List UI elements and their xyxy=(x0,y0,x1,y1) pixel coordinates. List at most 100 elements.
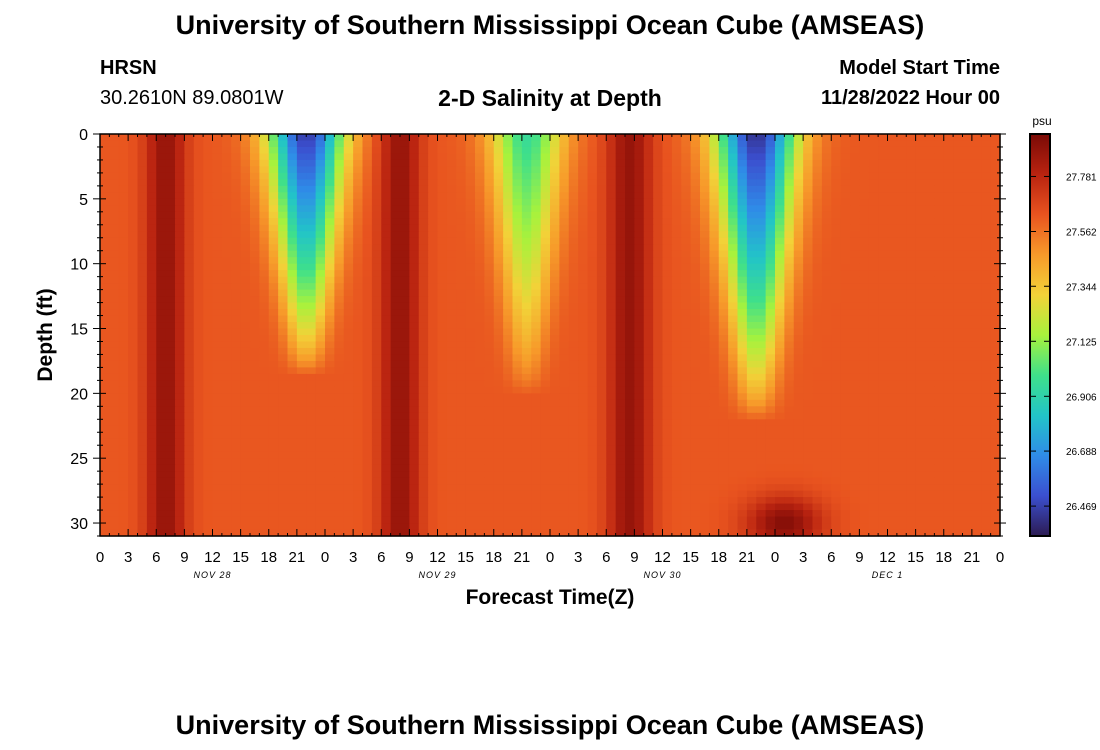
heatmap-cell xyxy=(831,335,842,343)
heatmap-cell xyxy=(306,406,317,414)
heatmap-cell xyxy=(456,399,467,407)
heatmap-cell xyxy=(156,347,167,356)
heatmap-cell xyxy=(962,166,973,174)
heatmap-cell xyxy=(165,399,176,407)
heatmap-cell xyxy=(812,341,823,349)
heatmap-cell xyxy=(587,172,598,180)
heatmap-cell xyxy=(765,425,776,433)
heatmap-cell xyxy=(812,328,823,336)
heatmap-cell xyxy=(128,205,139,213)
heatmap-cell xyxy=(943,244,954,252)
heatmap-cell xyxy=(165,140,176,148)
heatmap-cell xyxy=(287,438,298,446)
heatmap-cell xyxy=(325,380,335,388)
heatmap-cell xyxy=(128,386,139,394)
heatmap-cell xyxy=(878,425,889,433)
heatmap-cell xyxy=(109,347,120,356)
heatmap-cell xyxy=(625,224,635,232)
heatmap-cell xyxy=(521,412,532,420)
heatmap-cell xyxy=(943,250,954,258)
heatmap-cell xyxy=(184,263,195,271)
heatmap-cell xyxy=(896,386,907,394)
heatmap-cell xyxy=(287,153,298,161)
heatmap-cell xyxy=(100,315,110,323)
heatmap-cell xyxy=(503,328,514,336)
heatmap-cell xyxy=(596,198,607,206)
heatmap-cell xyxy=(343,244,354,252)
heatmap-cell xyxy=(587,146,598,155)
heatmap-cell xyxy=(268,464,279,472)
heatmap-cell xyxy=(146,322,157,330)
station-coordinates: 30.2610N 89.0801W xyxy=(100,87,284,109)
heatmap-cell xyxy=(381,322,392,330)
heatmap-cell xyxy=(887,432,898,440)
heatmap-cell xyxy=(306,179,317,187)
heatmap-cell xyxy=(859,205,870,213)
heatmap-cell xyxy=(578,425,589,433)
heatmap-cell xyxy=(465,153,476,161)
heatmap-cell xyxy=(906,166,917,174)
heatmap-cell xyxy=(690,406,701,414)
heatmap-cell xyxy=(981,159,992,168)
heatmap-cell xyxy=(512,458,523,466)
heatmap-cell xyxy=(343,393,354,401)
heatmap-cell xyxy=(831,250,842,258)
heatmap-cell xyxy=(700,464,710,472)
heatmap-cell xyxy=(296,172,307,180)
heatmap-cell xyxy=(287,166,298,174)
heatmap-cell xyxy=(353,347,364,356)
heatmap-cell xyxy=(203,140,214,148)
heatmap-cell xyxy=(465,438,476,446)
heatmap-cell xyxy=(606,211,617,219)
heatmap-cell xyxy=(306,146,317,155)
heatmap-cell xyxy=(381,166,392,174)
heatmap-cell xyxy=(456,153,467,161)
heatmap-cell xyxy=(803,309,814,317)
heatmap-cell xyxy=(700,289,710,297)
heatmap-cell xyxy=(953,354,964,362)
heatmap-cell xyxy=(446,205,457,213)
heatmap-cell xyxy=(484,341,495,349)
heatmap-cell xyxy=(756,218,767,226)
heatmap-cell xyxy=(296,289,307,297)
heatmap-cell xyxy=(700,412,710,420)
heatmap-cell xyxy=(915,224,926,232)
heatmap-cell xyxy=(587,250,598,258)
heatmap-cell xyxy=(662,218,673,226)
heatmap-cell xyxy=(559,270,570,278)
heatmap-cell xyxy=(193,419,204,427)
heatmap-cell xyxy=(831,172,842,180)
heatmap-cell xyxy=(156,354,167,362)
heatmap-cell xyxy=(531,218,542,226)
heatmap-cell xyxy=(990,257,1001,265)
heatmap-cell xyxy=(803,263,814,271)
heatmap-cell xyxy=(859,270,870,278)
heatmap-cell xyxy=(615,172,626,180)
heatmap-cell xyxy=(231,153,242,161)
heatmap-cell xyxy=(231,406,242,414)
heatmap-cell xyxy=(953,250,964,258)
heatmap-cell xyxy=(765,315,776,323)
heatmap-cell xyxy=(212,406,223,414)
heatmap-cell xyxy=(887,328,898,336)
heatmap-cell xyxy=(746,419,757,427)
heatmap-cell xyxy=(503,412,514,420)
heatmap-cell xyxy=(221,153,232,161)
heatmap-cell xyxy=(334,354,345,362)
heatmap-cell xyxy=(896,257,907,265)
heatmap-cell xyxy=(896,328,907,336)
heatmap-cell xyxy=(446,146,457,155)
heatmap-cell xyxy=(643,159,654,168)
heatmap-cell xyxy=(118,419,129,427)
heatmap-cell xyxy=(484,451,495,459)
heatmap-cell xyxy=(775,192,785,200)
heatmap-cell xyxy=(446,393,457,401)
heatmap-cell xyxy=(409,360,420,369)
heatmap-cell xyxy=(906,354,917,362)
heatmap-cell xyxy=(475,302,485,310)
heatmap-cell xyxy=(550,315,560,323)
heatmap-cell xyxy=(887,347,898,356)
heatmap-cell xyxy=(850,432,860,440)
heatmap-cell xyxy=(868,373,879,381)
heatmap-cell xyxy=(156,458,167,466)
